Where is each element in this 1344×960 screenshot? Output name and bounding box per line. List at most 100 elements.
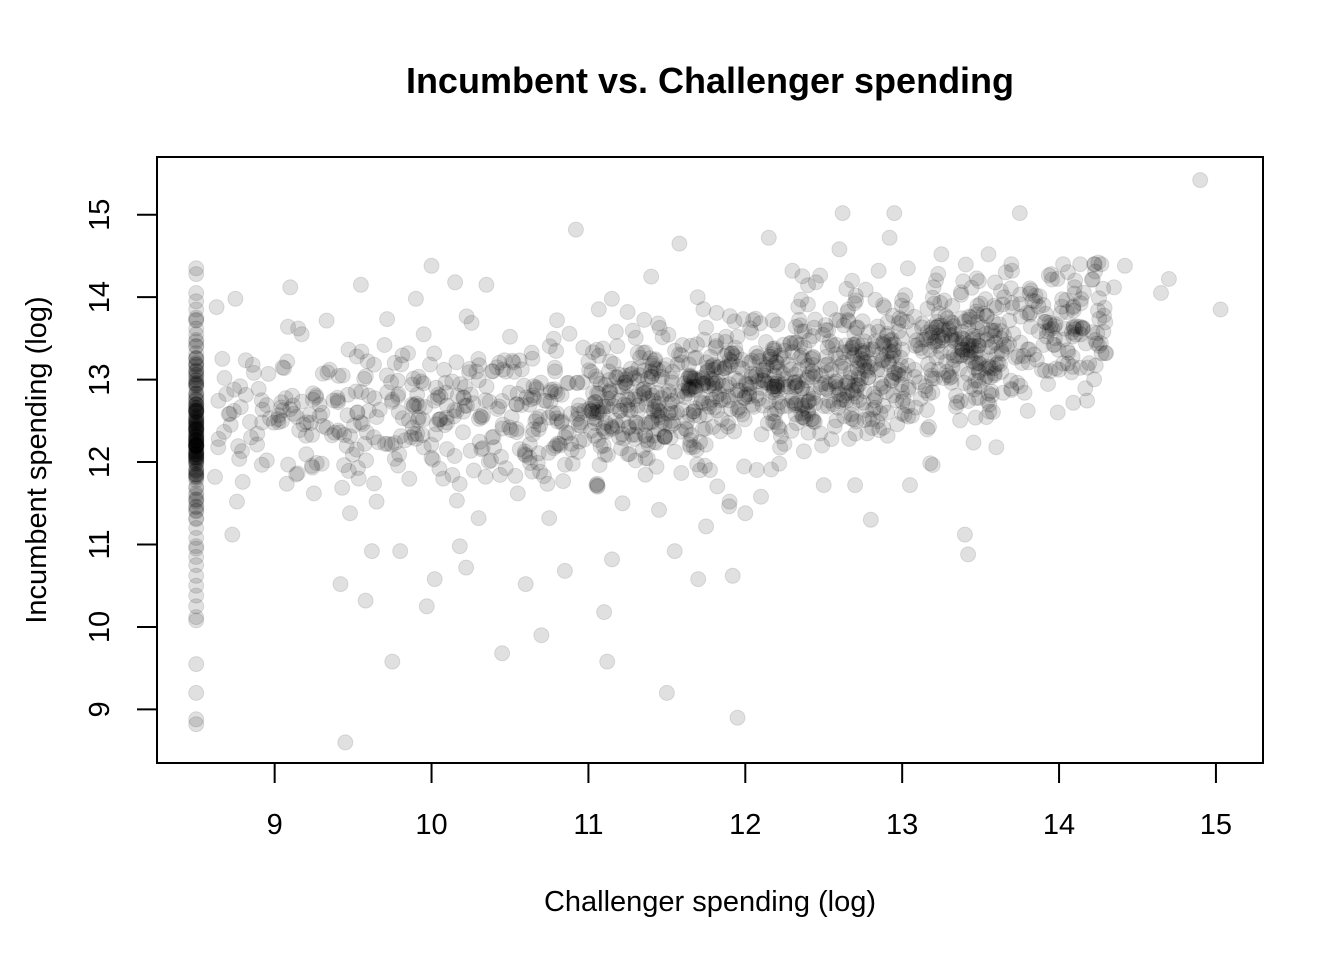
data-point bbox=[693, 390, 710, 407]
data-point bbox=[1065, 298, 1082, 315]
data-point bbox=[552, 437, 569, 454]
data-point bbox=[188, 403, 205, 419]
data-point bbox=[972, 295, 989, 312]
data-point bbox=[278, 475, 295, 492]
data-point bbox=[727, 386, 744, 403]
data-point bbox=[924, 324, 941, 341]
data-point bbox=[752, 315, 769, 332]
data-point bbox=[806, 414, 823, 430]
data-point bbox=[493, 448, 509, 465]
data-point bbox=[481, 393, 498, 410]
data-point bbox=[851, 377, 867, 393]
data-point bbox=[496, 352, 513, 369]
data-point bbox=[718, 378, 735, 395]
data-point bbox=[642, 363, 659, 380]
data-point bbox=[938, 353, 955, 370]
data-point bbox=[620, 419, 637, 436]
data-point bbox=[762, 351, 779, 368]
data-point bbox=[660, 383, 677, 400]
data-point bbox=[766, 378, 783, 395]
data-point bbox=[984, 404, 1001, 420]
data-point bbox=[1088, 335, 1105, 352]
data-point bbox=[729, 401, 746, 418]
data-point bbox=[709, 478, 726, 495]
data-point bbox=[188, 312, 205, 329]
data-point bbox=[708, 375, 724, 392]
data-point bbox=[645, 427, 662, 444]
data-point bbox=[664, 374, 681, 391]
data-point bbox=[710, 373, 727, 390]
data-point bbox=[845, 349, 862, 366]
data-point bbox=[188, 511, 205, 528]
data-point bbox=[848, 388, 865, 405]
data-point bbox=[944, 314, 961, 331]
data-point bbox=[410, 409, 427, 426]
data-point bbox=[678, 421, 695, 438]
data-point bbox=[188, 538, 205, 555]
data-point bbox=[934, 332, 951, 349]
data-point bbox=[1041, 321, 1058, 338]
data-point bbox=[720, 388, 737, 405]
data-point bbox=[188, 320, 205, 337]
data-point bbox=[894, 393, 911, 410]
data-point bbox=[304, 426, 320, 443]
data-point bbox=[662, 386, 678, 403]
data-point bbox=[563, 435, 580, 452]
data-point bbox=[249, 425, 266, 442]
data-point bbox=[935, 321, 952, 338]
data-point bbox=[663, 413, 680, 430]
data-point bbox=[1090, 254, 1107, 271]
data-point bbox=[600, 384, 617, 401]
data-point bbox=[900, 408, 917, 425]
data-point bbox=[872, 380, 889, 397]
data-point bbox=[695, 375, 712, 392]
data-point bbox=[805, 390, 822, 407]
data-point bbox=[852, 350, 869, 367]
data-point bbox=[611, 366, 628, 383]
data-point bbox=[342, 428, 358, 445]
data-point bbox=[854, 343, 871, 359]
data-point bbox=[893, 297, 910, 314]
data-point bbox=[689, 456, 706, 473]
data-point bbox=[227, 290, 244, 307]
data-point bbox=[611, 402, 628, 419]
data-point bbox=[954, 341, 971, 358]
data-point bbox=[830, 386, 847, 403]
data-point bbox=[723, 345, 740, 362]
data-point bbox=[995, 384, 1012, 401]
data-point bbox=[188, 443, 205, 460]
data-point bbox=[1021, 280, 1038, 297]
data-point bbox=[687, 381, 704, 398]
y-tick-label: 13 bbox=[84, 363, 116, 395]
data-point bbox=[662, 429, 679, 446]
data-point bbox=[848, 320, 865, 337]
data-point bbox=[786, 334, 803, 351]
data-point bbox=[996, 337, 1013, 353]
data-point bbox=[1068, 318, 1085, 335]
data-point bbox=[491, 354, 508, 371]
data-point bbox=[1058, 304, 1075, 320]
data-point bbox=[750, 348, 767, 365]
data-point bbox=[237, 352, 254, 369]
data-point bbox=[1065, 302, 1082, 319]
data-point bbox=[729, 709, 746, 726]
data-point bbox=[699, 359, 716, 376]
data-point bbox=[848, 292, 864, 309]
data-point bbox=[953, 339, 970, 356]
data-point bbox=[669, 388, 686, 405]
data-point bbox=[1074, 319, 1091, 336]
data-point bbox=[992, 356, 1008, 373]
data-point bbox=[475, 407, 491, 424]
data-point bbox=[428, 379, 444, 396]
data-point bbox=[357, 592, 374, 609]
data-point bbox=[733, 351, 750, 368]
data-point bbox=[451, 476, 468, 492]
data-point bbox=[646, 434, 663, 450]
data-point bbox=[796, 339, 813, 356]
data-point bbox=[188, 408, 205, 425]
data-point bbox=[587, 394, 604, 411]
data-point bbox=[969, 297, 986, 314]
data-point bbox=[743, 368, 760, 385]
data-point bbox=[360, 402, 377, 419]
data-point bbox=[188, 407, 205, 424]
